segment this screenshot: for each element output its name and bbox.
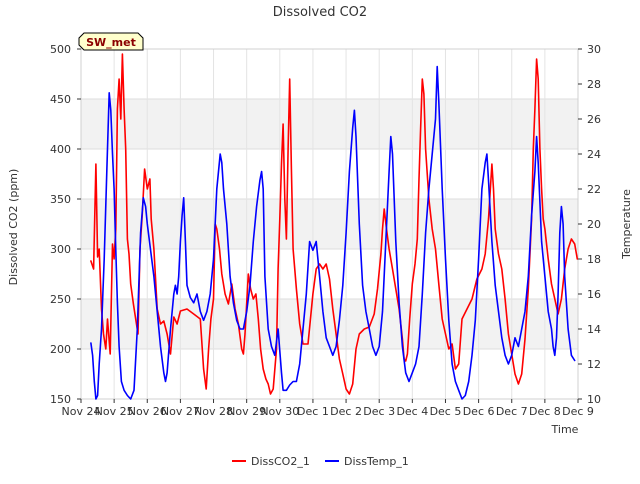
y2-axis-label: Temperature bbox=[620, 189, 633, 260]
y-tick-label: 400 bbox=[50, 143, 71, 156]
y2-tick-label: 30 bbox=[587, 43, 601, 56]
chart-title: Dissolved CO2 bbox=[273, 5, 367, 20]
x-tick-label: Dec 6 bbox=[463, 405, 495, 418]
y2-tick-label: 12 bbox=[587, 358, 601, 371]
y-axis-label: Dissolved CO2 (ppm) bbox=[7, 169, 20, 286]
x-tick-label: Dec 1 bbox=[297, 405, 329, 418]
x-tick-label: Dec 4 bbox=[396, 405, 428, 418]
y-tick-label: 150 bbox=[50, 393, 71, 406]
y2-tick-label: 18 bbox=[587, 253, 601, 266]
grid-lines bbox=[80, 48, 579, 400]
x-tick-label: Dec 9 bbox=[562, 405, 594, 418]
y-tick-label: 200 bbox=[50, 343, 71, 356]
y2-tick-label: 20 bbox=[587, 218, 601, 231]
band-0 bbox=[81, 299, 578, 349]
y-tick-label: 250 bbox=[50, 293, 71, 306]
series-layer bbox=[90, 53, 579, 400]
y-tick-label: 300 bbox=[50, 243, 71, 256]
y-tick-label: 450 bbox=[50, 93, 71, 106]
x-tick-label: Nov 27 bbox=[161, 405, 200, 418]
x-tick-label: Dec 3 bbox=[363, 405, 395, 418]
band-2 bbox=[81, 99, 578, 149]
y2-tick-label: 22 bbox=[587, 183, 601, 196]
site-badge-label: SW_met bbox=[86, 36, 136, 49]
background-bands bbox=[81, 99, 578, 349]
y-tick-label: 350 bbox=[50, 193, 71, 206]
legend: DissCO2_1 DissTemp_1 bbox=[232, 455, 409, 468]
y2-tick-label: 28 bbox=[587, 78, 601, 91]
site-badge-box bbox=[78, 32, 144, 51]
series-line-dissco2-1 bbox=[90, 53, 579, 395]
x-tick-label: Nov 24 bbox=[62, 405, 101, 418]
x-tick-label: Dec 8 bbox=[529, 405, 561, 418]
y-axis-right: 10 12 14 16 18 20 22 24 26 28 30 bbox=[578, 43, 601, 406]
x-tick-label: Nov 28 bbox=[194, 405, 233, 418]
band-1 bbox=[81, 199, 578, 249]
x-tick-label: Dec 5 bbox=[430, 405, 462, 418]
y-tick-label: 500 bbox=[50, 43, 71, 56]
site-badge: SW_met bbox=[78, 32, 144, 51]
x-tick-label: Dec 7 bbox=[496, 405, 528, 418]
legend-label-co2: DissCO2_1 bbox=[251, 455, 310, 468]
x-tick-label: Nov 26 bbox=[128, 405, 167, 418]
y2-tick-label: 14 bbox=[587, 323, 601, 336]
y-axis-left: 150 200 250 300 350 400 450 500 bbox=[50, 43, 81, 406]
y2-tick-label: 24 bbox=[587, 148, 601, 161]
y2-tick-label: 10 bbox=[587, 393, 601, 406]
x-axis-label: Time bbox=[551, 423, 579, 436]
x-tick-label: Nov 29 bbox=[227, 405, 266, 418]
x-tick-label: Dec 2 bbox=[330, 405, 362, 418]
y2-tick-label: 26 bbox=[587, 113, 601, 126]
legend-label-temp: DissTemp_1 bbox=[344, 455, 409, 468]
y2-tick-label: 16 bbox=[587, 288, 601, 301]
x-tick-label: Nov 30 bbox=[260, 405, 299, 418]
x-tick-label: Nov 25 bbox=[95, 405, 134, 418]
series-line-disstemp-1 bbox=[90, 65, 576, 400]
